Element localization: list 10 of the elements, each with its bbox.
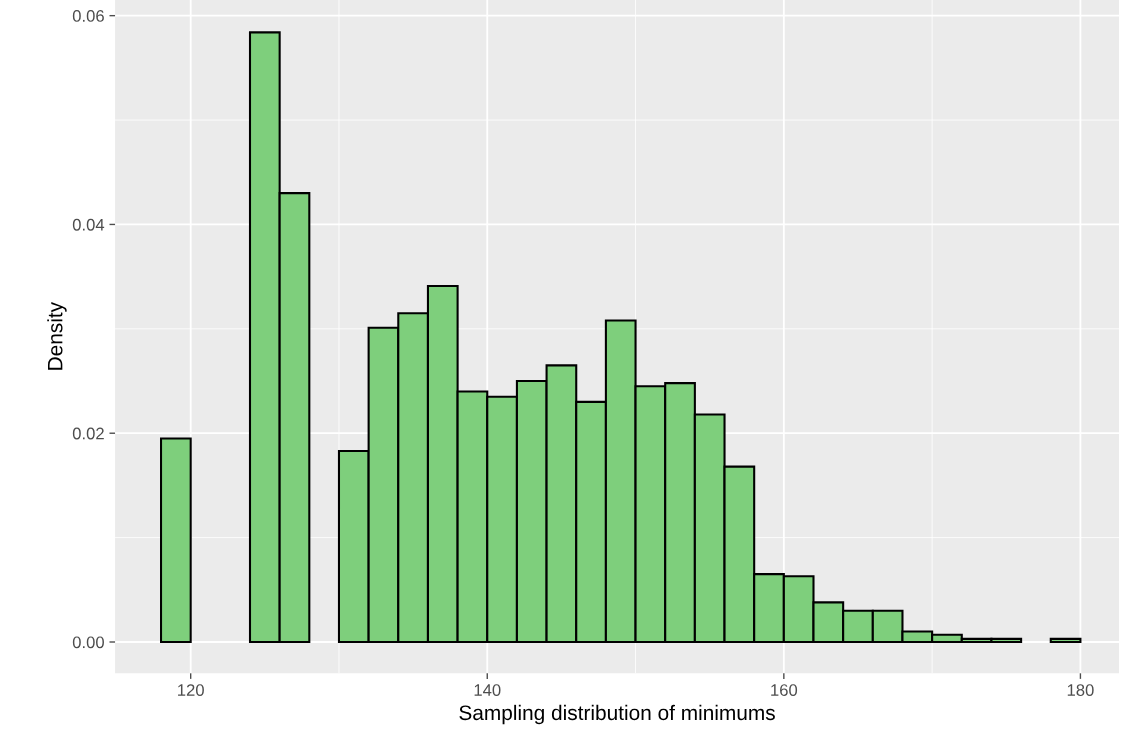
x-tick-label: 140 xyxy=(474,684,501,696)
y-tick-label: 0.00 xyxy=(72,636,104,649)
y-tick-label: 0.06 xyxy=(72,10,104,22)
x-axis-title: Sampling distribution of minimums xyxy=(459,704,775,725)
y-tick-label: 0.04 xyxy=(72,218,105,231)
x-tick-label: 160 xyxy=(771,684,798,696)
y-tick-label: 0.02 xyxy=(72,427,104,440)
x-tick-label: 120 xyxy=(178,684,204,696)
y-axis-title: Density xyxy=(47,301,67,370)
x-tick-label: 180 xyxy=(1067,684,1094,696)
